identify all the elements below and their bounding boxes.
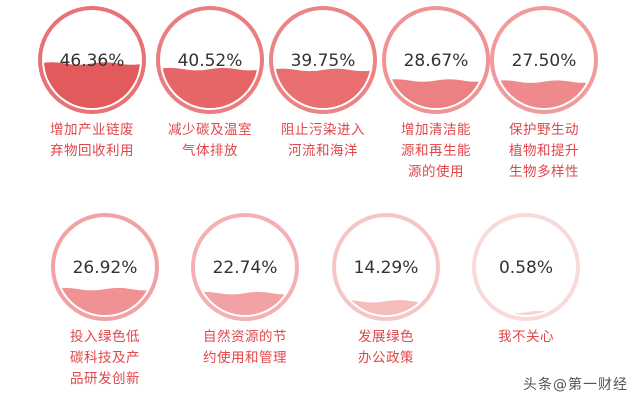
category-label-line: 生物多样性 <box>509 164 579 180</box>
gauge-3: 39.75% <box>269 6 377 114</box>
category-label-9: 我不关心 <box>461 327 591 348</box>
category-label-1: 增加产业链废 弃物回收利用 <box>27 120 157 162</box>
gauge-value-label: 28.67% <box>404 51 469 71</box>
category-label-8: 发展绿色 办公政策 <box>321 327 451 369</box>
gauge-ring <box>472 213 580 321</box>
gauge-2: 40.52% <box>156 6 264 114</box>
category-label-7: 自然资源的节 约使用和管理 <box>180 327 310 369</box>
category-label-line: 自然资源的节 <box>203 329 287 345</box>
category-label-line: 弃物回收利用 <box>50 143 134 159</box>
category-label-line: 品研发创新 <box>70 371 140 387</box>
gauge-1: 46.36% <box>38 6 146 114</box>
gauge-8: 14.29% <box>332 213 440 321</box>
category-label-4: 增加清洁能源和再生能源的使用 <box>371 120 501 183</box>
gauge-ring <box>332 213 440 321</box>
category-label-line: 植物和提升 <box>509 143 579 159</box>
category-label-2: 减少碳及温室 气体排放 <box>145 120 275 162</box>
watermark: 头条@第一财经 <box>523 377 628 393</box>
category-label-line: 投入绿色低 <box>70 329 140 345</box>
gauge-liquid <box>338 300 434 315</box>
category-label-3: 阻止污染进入 河流和海洋 <box>258 120 388 162</box>
gauge-liquid <box>197 291 293 315</box>
gauge-value-label: 22.74% <box>213 258 278 278</box>
gauge-value-label: 0.58% <box>499 258 553 278</box>
category-label-line: 源的使用 <box>408 164 464 180</box>
category-label-line: 碳科技及产 <box>70 350 140 366</box>
category-label-5: 保护野生动植物和提升生物多样性 <box>479 120 609 183</box>
gauge-9: 0.58% <box>472 213 580 321</box>
category-label-line: 增加清洁能 <box>401 122 471 138</box>
category-label-line: 阻止污染进入 <box>281 122 365 138</box>
category-label-line: 河流和海洋 <box>288 143 358 159</box>
gauge-value-label: 39.75% <box>291 51 356 71</box>
category-label-line: 办公政策 <box>358 350 414 366</box>
category-label-line: 增加产业链废 <box>50 122 134 138</box>
gauge-7: 22.74% <box>191 213 299 321</box>
category-label-line: 我不关心 <box>498 329 554 345</box>
gauge-value-label: 26.92% <box>73 258 138 278</box>
category-label-line: 约使用和管理 <box>203 350 287 366</box>
gauge-value-label: 27.50% <box>512 51 577 71</box>
category-label-6: 投入绿色低碳科技及产品研发创新 <box>40 327 170 390</box>
gauge-value-label: 40.52% <box>178 51 243 71</box>
category-label-line: 发展绿色 <box>358 329 414 345</box>
category-label-line: 气体排放 <box>182 143 238 159</box>
category-label-line: 减少碳及温室 <box>168 122 252 138</box>
gauge-6: 26.92% <box>51 213 159 321</box>
gauge-4: 28.67% <box>382 6 490 114</box>
gauge-5: 27.50% <box>490 6 598 114</box>
category-label-line: 保护野生动 <box>509 122 579 138</box>
gauge-value-label: 46.36% <box>60 51 125 71</box>
gauge-value-label: 14.29% <box>354 258 419 278</box>
category-label-line: 源和再生能 <box>401 143 471 159</box>
gauge-ring <box>191 213 299 321</box>
